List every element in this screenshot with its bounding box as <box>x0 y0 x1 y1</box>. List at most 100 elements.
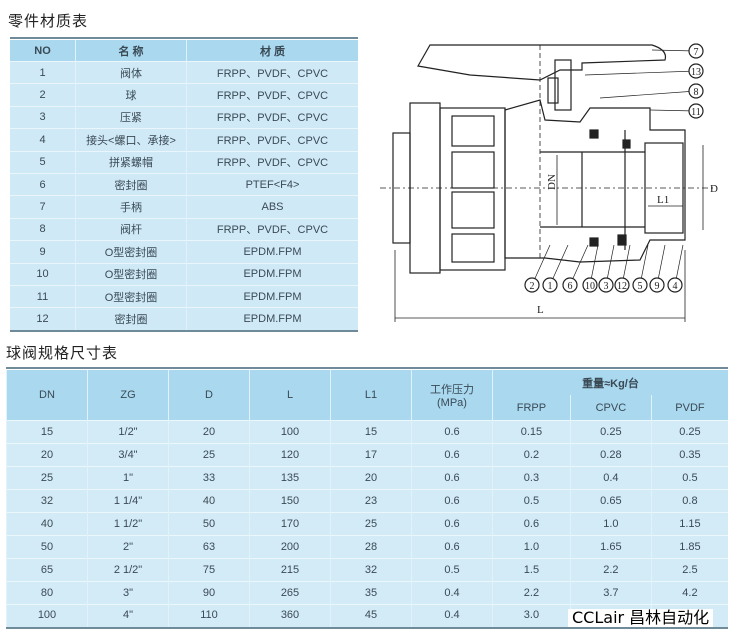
table-cell: 135 <box>249 466 331 490</box>
header-frpp: FRPP <box>492 395 571 421</box>
dim-d-label: D <box>710 183 718 195</box>
callout-circle <box>649 277 665 293</box>
table-cell: 100 <box>6 604 88 629</box>
table-cell: EPDM.FPM <box>186 240 358 264</box>
table-cell: 1.0 <box>569 512 652 536</box>
leader-line <box>584 70 697 76</box>
spec-table-title: 球阀规格尺寸表 <box>6 344 119 362</box>
table-row: 25 1" 33 135 20 0.6 0.3 0.4 0.5 <box>6 466 728 490</box>
table-cell: 0.6 <box>411 466 493 490</box>
callout-number: 11 <box>691 107 701 118</box>
table-cell: 200 <box>249 535 331 559</box>
table-row: 65 2 1/2" 75 215 32 0.5 1.5 2.2 2.5 <box>6 558 728 582</box>
table-cell: 12 <box>10 307 76 332</box>
table-cell: 0.28 <box>569 443 652 467</box>
table-cell: 0.2 <box>492 443 571 467</box>
table-cell: 3.7 <box>569 581 652 605</box>
callout-number: 9 <box>655 281 660 292</box>
header-l: L <box>249 370 331 421</box>
table-cell: 17 <box>330 443 412 467</box>
leader-line <box>649 109 697 112</box>
table-cell: 75 <box>168 558 250 582</box>
table-cell: 25 <box>6 466 88 490</box>
table-cell: 360 <box>249 604 331 629</box>
table-cell: 阀杆 <box>75 217 187 241</box>
callout-number: 7 <box>694 47 699 58</box>
table-cell: 28 <box>330 535 412 559</box>
divider <box>6 367 728 369</box>
table-cell: 0.8 <box>650 489 728 513</box>
table-cell: 0.6 <box>411 489 493 513</box>
table-cell: 2 <box>10 83 76 107</box>
table-cell: 0.3 <box>492 466 571 490</box>
callout-circle <box>688 43 704 59</box>
table-cell: 40 <box>6 512 88 536</box>
callout-circle <box>688 63 704 79</box>
table-cell: FRPP、PVDF、CPVC <box>186 83 358 107</box>
table-cell: 1" <box>87 466 169 490</box>
table-cell: 20 <box>168 420 250 444</box>
header-cpvc: CPVC <box>569 395 652 421</box>
dimension-lines <box>394 145 704 322</box>
table-cell: 15 <box>330 420 412 444</box>
table-cell: 0.4 <box>569 466 652 490</box>
header-pvdf: PVDF <box>650 395 728 421</box>
callouts-right: 7 13 8 11 <box>584 43 704 119</box>
table-cell: 0.5 <box>411 558 493 582</box>
table-cell: 5 <box>10 150 76 174</box>
callout-circle <box>667 277 683 293</box>
ball-valve-diagram: DN D L1 L 7 13 8 11 2 1 6 10 3 12 5 9 4 <box>380 43 718 322</box>
table-cell: 2 1/2" <box>87 558 169 582</box>
table-cell: 2" <box>87 535 169 559</box>
callout-number: 3 <box>604 281 609 292</box>
table-cell: FRPP、PVDF、CPVC <box>186 60 358 84</box>
table-cell: 50 <box>6 535 88 559</box>
table-cell: 100 <box>249 420 331 444</box>
table-cell: 阀体 <box>75 60 187 84</box>
header-dn: DN <box>6 370 88 421</box>
header-material: 材 质 <box>186 40 358 62</box>
table-cell: 63 <box>168 535 250 559</box>
watermark: CCLair 昌林自动化 <box>568 609 714 627</box>
table-cell: 2.2 <box>492 581 571 605</box>
table-cell: 4" <box>87 604 169 629</box>
table-cell: 0.65 <box>569 489 652 513</box>
spec-dimension-table: DN ZG D L L1 工作压力 (MPa) 重量≈Kg/台 FRPP CPVC… <box>6 370 728 629</box>
table-cell: 1.5 <box>492 558 571 582</box>
callout-circle <box>582 277 598 293</box>
leader-line <box>599 90 697 99</box>
table-row: 32 1 1/4" 40 150 23 0.6 0.5 0.65 0.8 <box>6 489 728 513</box>
table-cell: 拼紧螺帽 <box>75 150 187 174</box>
pressure-unit: (MPa) <box>437 397 467 409</box>
callouts-bottom: 2 1 6 10 3 12 5 9 4 <box>524 244 684 293</box>
table-cell: 20 <box>6 443 88 467</box>
callout-circle <box>688 83 704 99</box>
table-cell: FRPP、PVDF、CPVC <box>186 128 358 152</box>
table-cell: 215 <box>249 558 331 582</box>
table-cell: 密封圈 <box>75 307 187 332</box>
table-cell: 0.6 <box>411 443 493 467</box>
table-cell: 3.0 <box>492 604 571 629</box>
handle <box>417 44 667 81</box>
callout-circle <box>598 277 614 293</box>
table-cell: 20 <box>330 466 412 490</box>
table-cell: 0.15 <box>492 420 571 444</box>
table-cell: 1 1/4" <box>87 489 169 513</box>
table-cell: 1 <box>10 60 76 84</box>
table-cell: 3 <box>10 105 76 129</box>
table-cell: 3" <box>87 581 169 605</box>
table-cell: 7 <box>10 195 76 219</box>
table-cell: 1.0 <box>492 535 571 559</box>
header-name: 名 称 <box>75 40 187 62</box>
table-row: 2 球 FRPP、PVDF、CPVC <box>10 83 358 107</box>
callout-circle <box>524 277 540 293</box>
table-cell: ABS <box>186 195 358 219</box>
table-cell: 球 <box>75 83 187 107</box>
callout-number: 1 <box>548 281 553 292</box>
table-row: 11 O型密封圈 EPDM.FPM <box>10 284 358 308</box>
table-cell: 0.6 <box>411 420 493 444</box>
table-row: 15 1/2" 20 100 15 0.6 0.15 0.25 0.25 <box>6 420 728 444</box>
table-row: 50 2" 63 200 28 0.6 1.0 1.65 1.85 <box>6 535 728 559</box>
table-cell: 10 <box>10 262 76 286</box>
